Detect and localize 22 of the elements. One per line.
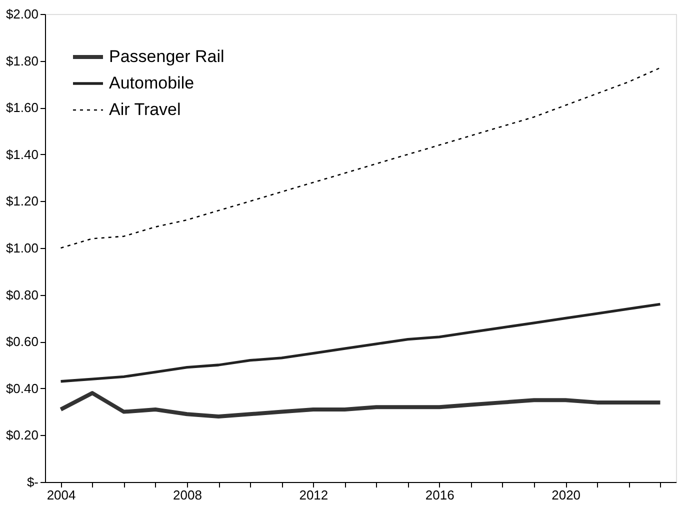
x-tick-label: 2020 <box>552 488 581 502</box>
legend-label: Automobile <box>109 74 194 92</box>
y-tick-label: $2.00 <box>6 6 38 22</box>
y-tick-label: $1.60 <box>6 100 38 116</box>
line-series <box>58 391 662 418</box>
y-tick-label: $1.80 <box>6 53 38 68</box>
y-tick-label: $0.20 <box>6 428 38 443</box>
x-tick-label: 2004 <box>46 488 76 502</box>
line-series <box>59 302 662 383</box>
line-series <box>60 67 661 249</box>
x-tick-label: 2012 <box>299 488 328 502</box>
y-tick-label: $1.20 <box>6 194 38 209</box>
x-tick-label: 2016 <box>425 488 454 502</box>
y-tick-label: $0.40 <box>6 380 38 396</box>
y-tick-label: $0.60 <box>6 334 38 350</box>
y-tick-label: $1.40 <box>6 146 38 162</box>
y-tick-label: $1.00 <box>6 240 38 256</box>
legend-label: Air Travel <box>109 100 181 119</box>
y-tick-label: $- <box>26 474 38 490</box>
x-tick-label: 2008 <box>173 488 202 502</box>
legend-label: Passenger Rail <box>109 47 224 66</box>
y-tick-label: $0.80 <box>6 287 38 302</box>
